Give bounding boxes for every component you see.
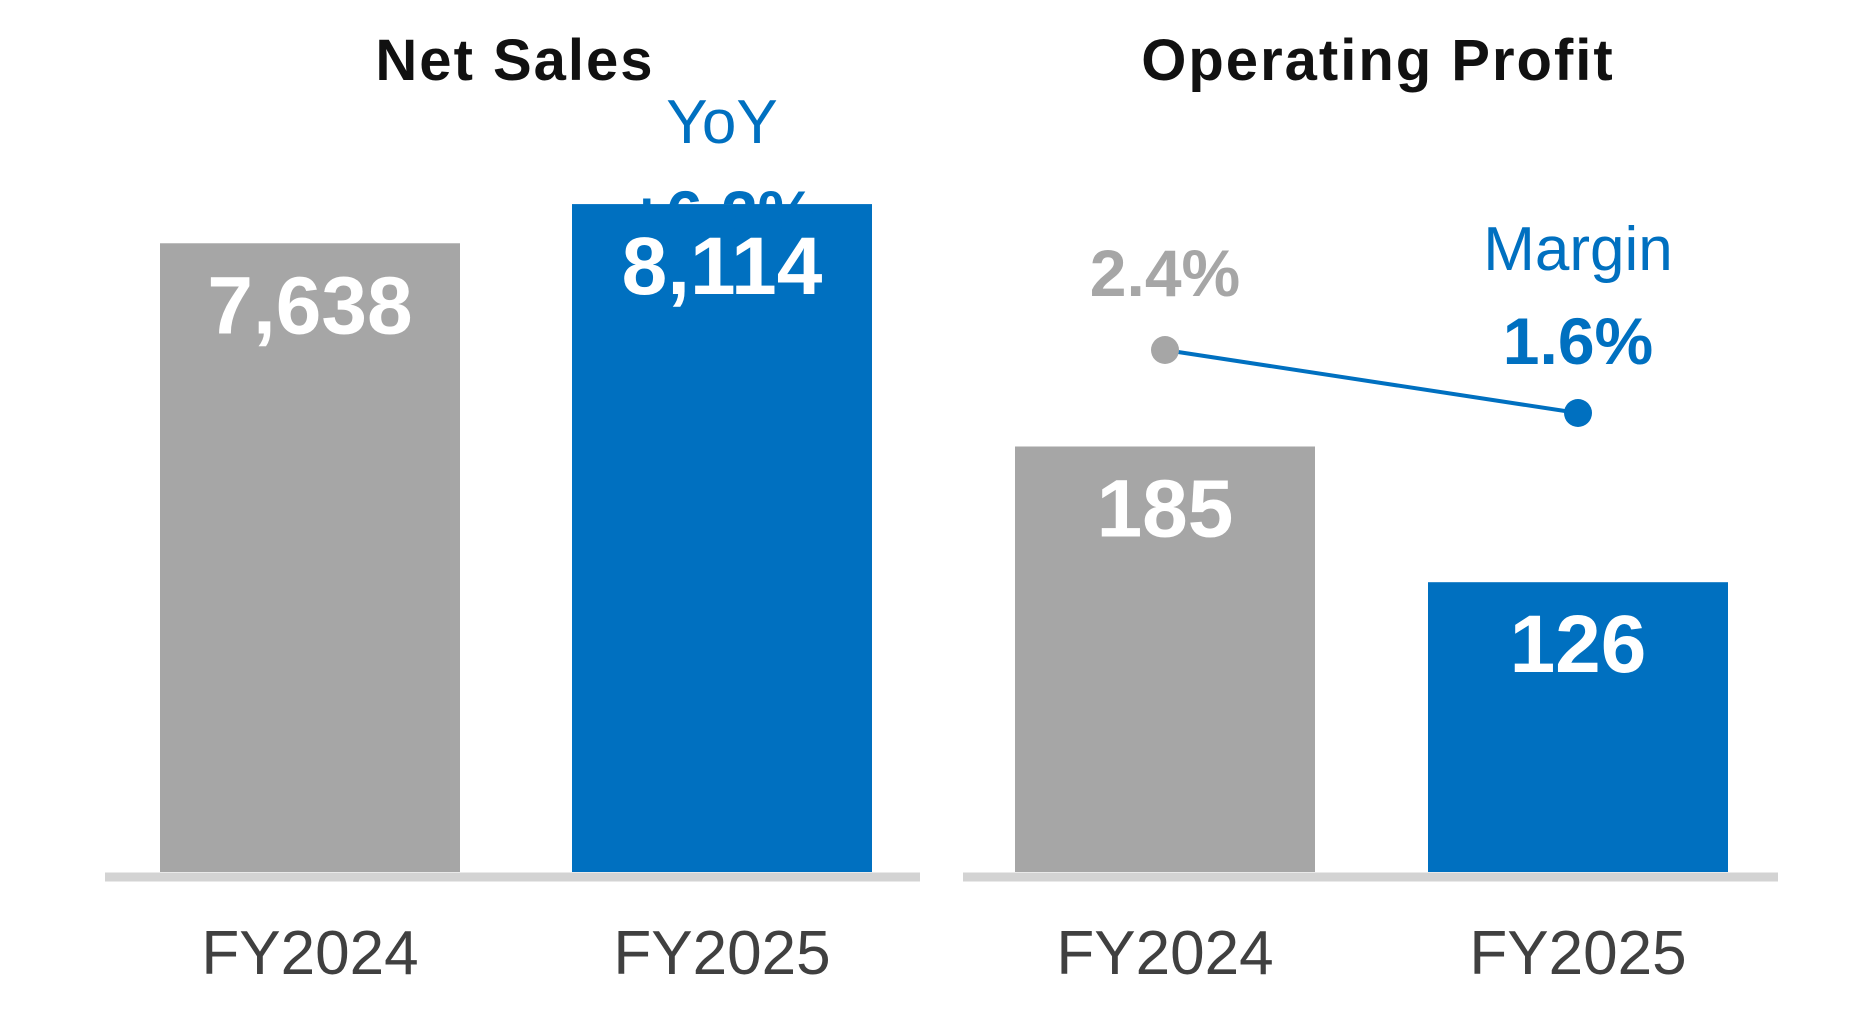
net-sales-bar-fy2025 [572,204,872,872]
margin-point-fy2024 [1151,336,1179,364]
net-sales-value-label-fy2024: 7,638 [207,260,412,351]
operating-profit-value-label-fy2024: 185 [1097,464,1234,555]
net-sales-bar-fy2024 [160,243,460,873]
margin-value-fy2025: 1.6% [1503,304,1653,378]
operating-profit-bar-fy2025 [1428,582,1728,872]
operating-profit-bar-fy2024 [1015,446,1315,872]
net-sales-tick-fy2025: FY2025 [613,919,830,988]
net-sales-title: Net Sales [375,28,654,93]
operating-profit-value-label-fy2025: 126 [1510,599,1647,690]
margin-point-fy2025 [1564,399,1592,427]
margin-line [1164,348,1579,415]
net-sales-tick-fy2024: FY2024 [201,919,418,988]
operating-profit-tick-fy2025: FY2025 [1469,919,1686,988]
operating-profit-title: Operating Profit [1141,28,1614,93]
margin-value-fy2024: 2.4% [1090,236,1240,310]
operating-profit-tick-fy2024: FY2024 [1056,919,1273,988]
net-sales-value-label-fy2025: 8,114 [622,221,823,312]
yoy-label: YoY [666,88,778,157]
yoy-value: +6.2% [628,177,817,251]
margin-label: Margin [1483,215,1673,284]
